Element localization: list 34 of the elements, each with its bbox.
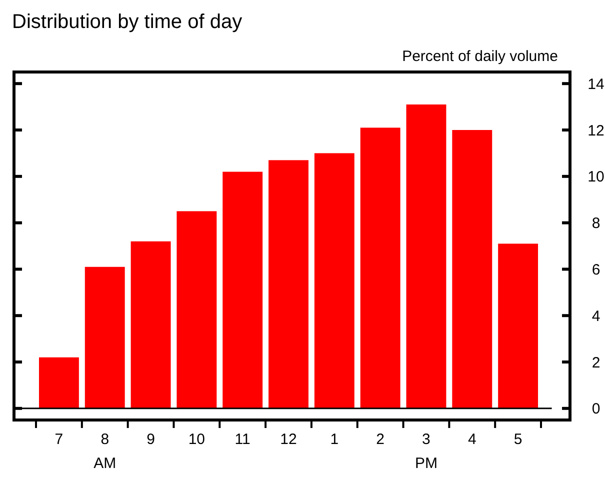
x-tick-label: 11 — [234, 431, 250, 448]
bar — [176, 211, 217, 408]
text: PM — [414, 455, 438, 472]
x-tick-label: 1 — [330, 431, 339, 448]
x-tick-label: 2 — [376, 431, 384, 448]
x-tick-label: 9 — [146, 431, 155, 448]
y-tick-label: 10 — [588, 168, 604, 186]
bar — [360, 128, 400, 408]
bar — [130, 241, 171, 408]
y-tick-label: 6 — [592, 261, 600, 278]
x-tick-label: 10 — [188, 431, 206, 448]
bar — [222, 172, 263, 408]
bar — [84, 266, 125, 408]
bar — [452, 130, 492, 408]
y-tick-label: 12 — [588, 122, 604, 140]
bar — [268, 160, 308, 408]
x-tick-label: 7 — [54, 431, 64, 448]
bar — [314, 153, 354, 408]
y-tick-label: 4 — [592, 308, 600, 325]
x-tick-label: 12 — [280, 431, 297, 448]
chart-title: Distribution by time of day — [12, 11, 242, 33]
x-tick-label: 4 — [468, 431, 476, 448]
x-tick-label: 5 — [514, 431, 522, 448]
y-tick-label: 14 — [588, 76, 604, 93]
bar — [38, 357, 79, 408]
text: AM — [94, 455, 116, 472]
y-axis-title: Percent of daily volume — [402, 48, 558, 65]
bar — [498, 244, 538, 408]
x-tick-label: 8 — [100, 431, 110, 448]
y-tick-label: 0 — [592, 400, 600, 418]
bar — [406, 104, 446, 408]
y-tick-label: 2 — [592, 354, 600, 372]
y-tick-label: 8 — [592, 215, 600, 232]
x-tick-label: 3 — [422, 431, 430, 448]
